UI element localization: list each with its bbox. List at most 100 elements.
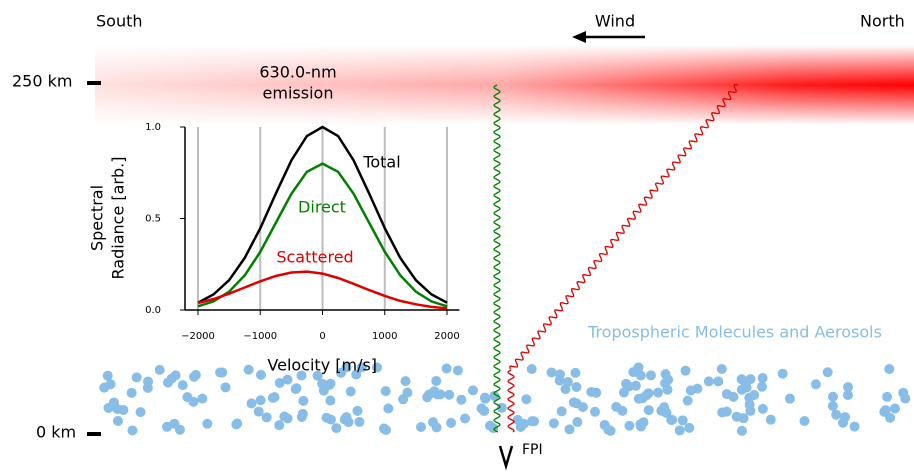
aerosol-dot — [279, 412, 289, 422]
aerosol-dot — [379, 424, 389, 434]
y-tick-label: 1.0 — [145, 122, 161, 133]
aerosol-dot — [460, 413, 470, 423]
aerosol-dot — [745, 400, 755, 410]
x-tick-label: 1000 — [372, 331, 397, 342]
wind-label: Wind — [595, 12, 635, 31]
aerosol-dot — [557, 406, 567, 416]
aerosol-dot — [435, 389, 445, 399]
aerosol-dot — [480, 394, 490, 404]
aerosol-dot — [634, 394, 644, 404]
aerosol-dot — [570, 368, 580, 378]
aerosol-dot — [590, 407, 600, 417]
aerosol-dot — [477, 403, 487, 413]
aerosol-dot — [326, 415, 336, 425]
aerosol-dot — [678, 415, 688, 425]
aerosol-dot — [188, 397, 198, 407]
aerosol-dot — [215, 367, 225, 377]
aerosol-dot — [636, 421, 646, 431]
aerosol-dot — [898, 388, 908, 398]
wave — [494, 85, 500, 432]
aerosol-dot — [422, 392, 432, 402]
aerosol-dot — [268, 393, 278, 403]
aerosol-dot — [686, 385, 696, 395]
aerosol-dot — [831, 410, 841, 420]
aerosol-dot — [619, 388, 629, 398]
aerosol-dot — [402, 388, 412, 398]
aerosol-dot — [431, 376, 441, 386]
wave — [508, 370, 514, 432]
aerosol-dot — [244, 365, 254, 375]
diagram: South North Wind 250 km 0 km 630.0-nm em… — [0, 0, 914, 472]
aerosol-dot — [331, 423, 341, 433]
altitude-bottom: 0 km — [36, 423, 76, 442]
aerosol-dot — [516, 422, 526, 432]
aerosol-dot — [661, 408, 671, 418]
aerosol-dot — [143, 376, 153, 386]
aerosol-dot — [758, 373, 768, 383]
aerosol-dot — [317, 379, 327, 389]
aerosol-dot — [737, 426, 747, 436]
aerosol-dot — [823, 367, 833, 377]
aerosol-dot — [297, 412, 307, 422]
aerosol-dot — [298, 396, 308, 406]
aerosol-dot — [746, 374, 756, 384]
aerosol-dot — [684, 423, 694, 433]
aerosol-dot — [890, 403, 900, 413]
aerosol-dot — [732, 412, 742, 422]
aerosol-dot — [352, 406, 362, 416]
fpi-icon — [500, 446, 512, 466]
series-label: Scattered — [276, 248, 353, 267]
aerosol-dot — [442, 363, 452, 373]
altitude-top: 250 km — [12, 72, 72, 91]
aerosol-dot — [529, 416, 539, 426]
aerosol-dot — [189, 372, 199, 382]
aerosol-dot — [167, 374, 177, 384]
aerosol-dot — [547, 367, 557, 377]
aerosol-dot — [749, 390, 759, 400]
aerosol-dot — [527, 364, 537, 374]
aerosol-dot — [113, 416, 123, 426]
aerosol-dot — [175, 425, 185, 435]
aerosol-dot — [354, 417, 364, 427]
aerosol-dot — [521, 394, 531, 404]
aerosol-dot — [624, 421, 634, 431]
aerosol-dot — [274, 420, 284, 430]
rays — [494, 85, 738, 432]
aerosol-dot — [446, 418, 456, 428]
emission-label: 630.0-nm — [259, 63, 336, 82]
x-tick-label: 2000 — [434, 331, 459, 342]
aerosol-dot — [197, 394, 207, 404]
aerosol-dot — [254, 407, 264, 417]
troposphere-label: Tropospheric Molecules and Aerosols — [587, 323, 882, 342]
aerosol-dot — [643, 388, 653, 398]
x-tick-label: 0 — [319, 331, 325, 342]
aerosol-dot — [611, 402, 621, 412]
aerosol-dot — [885, 413, 895, 423]
aerosol-dot — [850, 422, 860, 432]
aerosol-dot — [653, 388, 663, 398]
aerosol-dot — [565, 424, 575, 434]
aerosol-dot — [757, 382, 767, 392]
aerosol-dot — [603, 425, 613, 435]
aerosol-dot — [256, 370, 266, 380]
aerosol-dot — [291, 384, 301, 394]
aerosol-dot — [828, 392, 838, 402]
aerosol-dot — [737, 385, 747, 395]
aerosol-dot — [416, 422, 426, 432]
aerosol-dot — [231, 419, 241, 429]
aerosol-dot — [828, 401, 838, 411]
y-tick-label: 0.5 — [145, 214, 161, 225]
aerosol-dot — [549, 418, 559, 428]
aerosol-dot — [717, 364, 727, 374]
x-tick-label: −2000 — [181, 331, 215, 342]
aerosol-dot — [381, 386, 391, 396]
aerosol-dot — [444, 390, 454, 400]
x-tick-label: −1000 — [243, 331, 277, 342]
aerosol-dot — [766, 415, 776, 425]
y-tick-label: 0.0 — [145, 305, 161, 316]
aerosol-dot — [155, 365, 165, 375]
aerosol-dot — [683, 396, 693, 406]
aerosol-dot — [704, 376, 714, 386]
north-label: North — [860, 12, 905, 31]
